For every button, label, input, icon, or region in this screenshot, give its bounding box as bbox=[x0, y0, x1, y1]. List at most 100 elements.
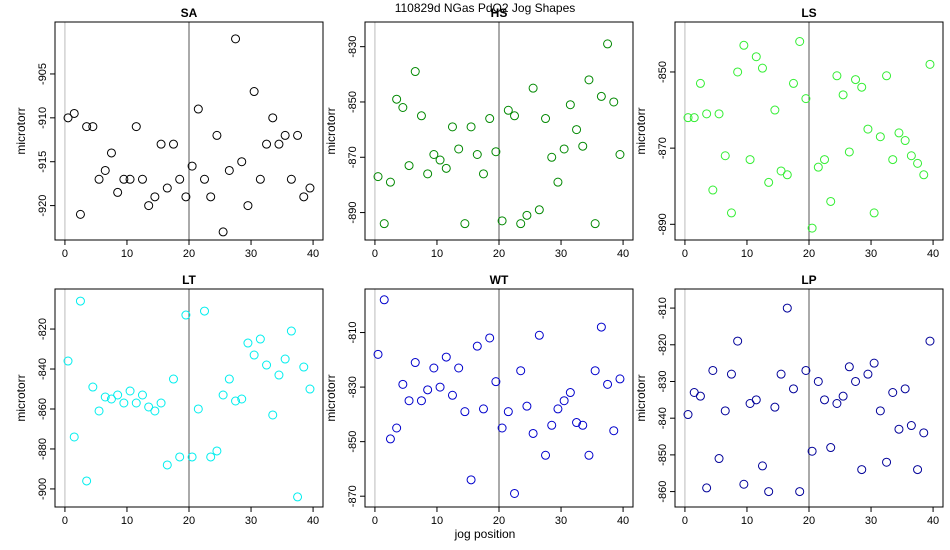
x-tick-label: 40 bbox=[927, 248, 939, 260]
data-point bbox=[702, 483, 712, 493]
data-point bbox=[745, 155, 755, 165]
y-tick-label: -810 bbox=[657, 297, 669, 319]
y-tick-label: -920 bbox=[37, 195, 49, 217]
data-point bbox=[919, 170, 929, 180]
data-point bbox=[547, 152, 557, 162]
data-point bbox=[63, 113, 73, 123]
panel-wt: WT microtorr 0 10 20 30 40 -870 -850 -830 -810 bbox=[324, 273, 634, 527]
data-point bbox=[144, 402, 154, 412]
data-point bbox=[497, 216, 507, 226]
data-point bbox=[782, 170, 792, 180]
data-point bbox=[125, 386, 135, 396]
figure-title: 110829d NGas PdO2 Jog Shapes bbox=[395, 1, 576, 15]
data-point bbox=[516, 366, 526, 376]
data-point bbox=[882, 71, 892, 81]
data-point bbox=[615, 150, 625, 160]
y-tick-label: -830 bbox=[347, 376, 359, 398]
data-point bbox=[478, 404, 488, 414]
data-point bbox=[485, 333, 495, 343]
x-axis-label: jog position bbox=[454, 527, 516, 541]
data-point bbox=[206, 192, 216, 202]
data-point bbox=[838, 90, 848, 100]
data-point bbox=[181, 192, 191, 202]
data-point bbox=[603, 39, 613, 49]
data-point bbox=[522, 210, 532, 220]
data-point bbox=[764, 177, 774, 187]
data-point bbox=[801, 365, 811, 375]
data-point bbox=[460, 219, 470, 229]
data-point bbox=[435, 382, 445, 392]
data-point bbox=[113, 187, 123, 197]
data-point bbox=[392, 94, 402, 104]
data-point bbox=[286, 174, 296, 184]
data-point bbox=[69, 432, 79, 442]
data-point bbox=[522, 401, 532, 411]
x-tick-label: 40 bbox=[307, 515, 319, 527]
data-point bbox=[782, 303, 792, 313]
data-point bbox=[553, 177, 563, 187]
data-point bbox=[609, 97, 619, 107]
data-point bbox=[454, 363, 464, 373]
data-point bbox=[900, 136, 910, 146]
data-point bbox=[869, 358, 879, 368]
data-point bbox=[423, 385, 433, 395]
y-axis-label: microtorr bbox=[14, 107, 28, 154]
data-point bbox=[255, 174, 265, 184]
y-tick-label: -870 bbox=[657, 137, 669, 159]
x-tick-label: 0 bbox=[682, 248, 688, 260]
data-point bbox=[733, 67, 743, 77]
y-tick-label: -830 bbox=[347, 36, 359, 58]
x-tick-label: 20 bbox=[493, 515, 505, 527]
data-point bbox=[590, 366, 600, 376]
data-point bbox=[106, 148, 116, 158]
data-point bbox=[82, 122, 92, 132]
data-point bbox=[268, 113, 278, 123]
data-point bbox=[516, 219, 526, 229]
data-point bbox=[813, 376, 823, 386]
data-point bbox=[925, 59, 935, 69]
data-point bbox=[206, 452, 216, 462]
data-point bbox=[150, 192, 160, 202]
data-point bbox=[373, 349, 383, 359]
data-point bbox=[280, 354, 290, 364]
data-point bbox=[410, 358, 420, 368]
data-point bbox=[726, 369, 736, 379]
data-point bbox=[224, 165, 234, 175]
data-point bbox=[175, 174, 185, 184]
data-point bbox=[200, 174, 210, 184]
data-point bbox=[447, 390, 457, 400]
x-tick-label: 20 bbox=[803, 248, 815, 260]
data-point bbox=[373, 172, 383, 182]
x-tick-label: 20 bbox=[183, 515, 195, 527]
data-point bbox=[838, 391, 848, 401]
data-point bbox=[863, 124, 873, 134]
data-point bbox=[416, 396, 426, 406]
data-point bbox=[137, 390, 147, 400]
y-tick-label: -900 bbox=[37, 478, 49, 500]
data-point bbox=[218, 227, 228, 237]
data-point bbox=[478, 169, 488, 179]
data-point bbox=[237, 394, 247, 404]
data-point bbox=[150, 406, 160, 416]
data-point bbox=[168, 139, 178, 149]
data-point bbox=[385, 177, 395, 187]
data-point bbox=[832, 399, 842, 409]
y-tick-label: -810 bbox=[347, 322, 359, 344]
data-point bbox=[423, 169, 433, 179]
data-point bbox=[231, 34, 241, 44]
data-point bbox=[441, 352, 451, 362]
data-point bbox=[243, 338, 253, 348]
panel-ls: LS microtorr 0 10 20 30 40 -890 -870 -850 bbox=[634, 6, 944, 260]
data-point bbox=[460, 407, 470, 417]
scatter-panels: SA microtorr 0 10 20 30 40 -920 -915 -910 -905 HS mi… bbox=[14, 6, 944, 527]
data-point bbox=[82, 476, 92, 486]
data-point bbox=[156, 139, 166, 149]
data-point bbox=[404, 396, 414, 406]
data-point bbox=[503, 407, 513, 417]
y-tick-label: -830 bbox=[657, 370, 669, 392]
data-point bbox=[75, 209, 85, 219]
data-point bbox=[528, 428, 538, 438]
data-point bbox=[175, 452, 185, 462]
y-tick-label: -850 bbox=[347, 91, 359, 113]
data-point bbox=[113, 390, 123, 400]
